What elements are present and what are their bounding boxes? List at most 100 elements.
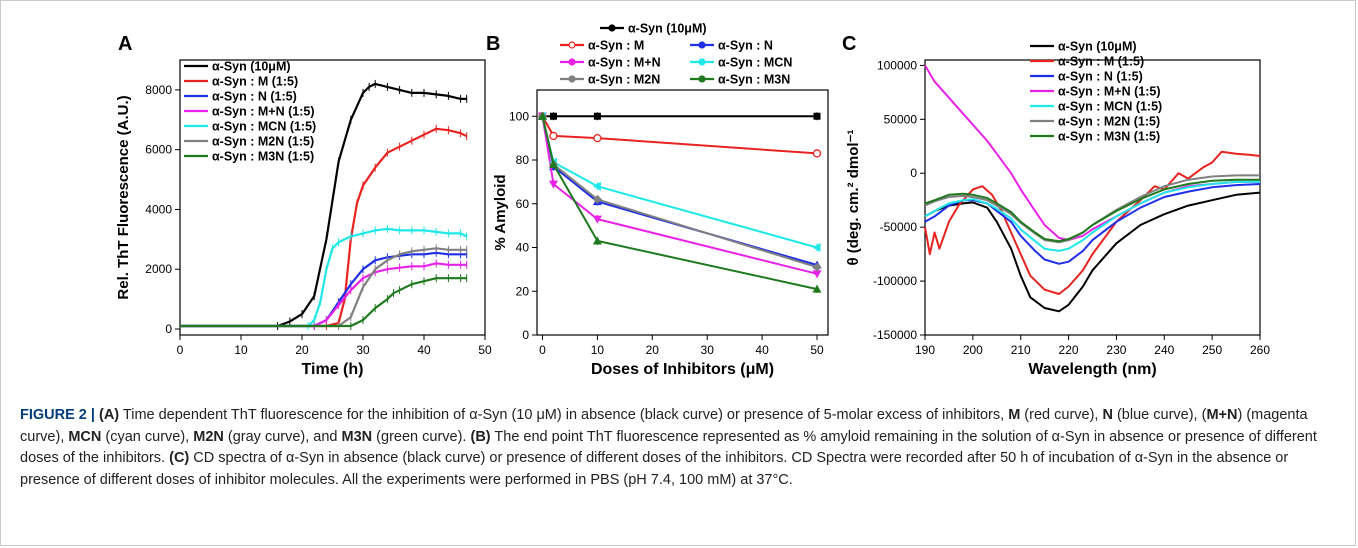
series-line (924, 174, 1260, 244)
chart-panel-a: A 0 10 20 30 40 50 0 2000 4000 6000 8000 Time (h) Rel… (115, 33, 492, 378)
legend-item: α-Syn : M3N (1:5) (184, 150, 314, 164)
legend-item: α-Syn : M+N (1:5) (184, 105, 314, 119)
legend-label: α-Syn : MCN (1:5) (212, 120, 316, 134)
legend-item: α-Syn : M (1:5) (184, 75, 298, 89)
legend-label: α-Syn : N (718, 39, 773, 53)
y-tick-label: 50000 (884, 112, 918, 126)
caption-segment: (red curve), (1020, 407, 1103, 423)
data-point (592, 215, 602, 224)
legend-label: α-Syn : M2N (588, 73, 660, 87)
x-tick-label: 50 (810, 343, 824, 357)
panel-label: B (486, 33, 500, 55)
series-1 (538, 112, 822, 158)
legend: α-Syn (10μM)α-Syn : M (1:5)α-Syn : N (1:… (184, 60, 316, 164)
panel-label: A (118, 33, 132, 55)
x-tick-label: 240 (1154, 343, 1174, 357)
caption-segment: (green curve). (372, 428, 471, 445)
data-point (549, 131, 558, 141)
legend-label: α-Syn : M3N (718, 73, 790, 87)
legend-label: α-Syn : M+N (1:5) (212, 105, 314, 119)
x-tick-label: 10 (591, 343, 605, 357)
data-point (813, 112, 821, 120)
x-tick-label: 190 (915, 343, 935, 357)
series-5 (924, 174, 1260, 244)
caption-prefix: FIGURE 2 | (20, 407, 95, 423)
legend-label: α-Syn : M3N (1:5) (1058, 130, 1160, 144)
legend-label: α-Syn : M2N (1:5) (212, 135, 314, 149)
figure-caption: FIGURE 2 | (A) Time dependent ThT fluore… (20, 405, 1338, 491)
caption-segment: (C) (169, 450, 190, 466)
y-tick-label: 0 (165, 322, 172, 336)
data-point (812, 149, 822, 158)
series-4 (924, 180, 1260, 252)
y-tick-label: 6000 (145, 143, 172, 157)
legend-label: α-Syn : MCN (1:5) (1058, 100, 1162, 114)
x-tick-label: 0 (539, 343, 546, 357)
series-line (180, 127, 468, 328)
series-5 (537, 111, 822, 272)
y-axis-label: θ (deg. cm.² dmol⁻¹ (845, 129, 862, 265)
legend-item: α-Syn (10μM) (184, 60, 291, 74)
legend-label: α-Syn : M (1:5) (1058, 55, 1144, 69)
legend-item: α-Syn : N (1:5) (1030, 70, 1143, 84)
data-point (593, 112, 601, 120)
series-2 (537, 111, 822, 269)
series-line (541, 116, 818, 266)
series-line (180, 227, 468, 328)
series-0 (180, 79, 468, 331)
y-tick-label: 0 (910, 166, 917, 180)
legend-label: α-Syn : M (588, 39, 644, 53)
data-point (592, 236, 602, 245)
series-0 (924, 191, 1261, 313)
caption-segment: (blue curve), ( (1112, 407, 1207, 423)
legend-marker (568, 75, 576, 83)
plot-frame (179, 59, 486, 336)
x-tick-label: 20 (295, 343, 309, 357)
series-line (180, 262, 467, 328)
legend-item: α-Syn : M (1:5) (1030, 55, 1144, 69)
y-tick-label: 4000 (145, 202, 172, 216)
x-tick-label: 20 (646, 343, 660, 357)
legend-label: α-Syn : M2N (1:5) (1058, 115, 1160, 129)
caption-segment: (gray curve), and (223, 428, 342, 445)
x-axis-label: Doses of Inhibitors (μM) (591, 361, 774, 378)
data-point (548, 180, 558, 189)
x-axis-label: Wavelength (nm) (1028, 361, 1156, 378)
caption-segment: N (1102, 407, 1113, 423)
caption-segment: M2N (193, 428, 224, 445)
data-point (812, 262, 822, 272)
y-tick-label: 100000 (877, 58, 917, 72)
series-0 (538, 112, 821, 121)
x-tick-label: 50 (478, 343, 492, 357)
series-line (541, 116, 818, 275)
legend-item: α-Syn (10μM) (1030, 40, 1137, 54)
data-point (593, 133, 602, 143)
legend-item: α-Syn : M2N (1:5) (184, 135, 314, 149)
y-tick-label: 80 (516, 153, 530, 167)
series-line (924, 150, 1261, 295)
x-tick-label: 30 (701, 343, 715, 357)
y-tick-label: 40 (516, 241, 530, 255)
legend-label: α-Syn : M3N (1:5) (212, 150, 314, 164)
legend-item: α-Syn (10μM) (600, 22, 707, 36)
caption-segment: MCN (68, 428, 102, 445)
legend-marker (568, 41, 576, 49)
x-tick-label: 10 (234, 343, 248, 357)
series-6 (537, 111, 822, 294)
data-point (548, 159, 558, 168)
legend-item: α-Syn : M2N (1:5) (1030, 115, 1160, 129)
legend-item: α-Syn : M+N (560, 56, 661, 70)
series-5 (180, 244, 468, 331)
legend-item: α-Syn : M3N (690, 73, 790, 87)
x-tick-label: 260 (1250, 343, 1270, 357)
data-point (549, 112, 557, 120)
y-tick-label: 60 (516, 197, 530, 211)
caption-segment: M3N (341, 428, 373, 445)
panel-label: C (842, 33, 856, 55)
x-tick-label: 210 (1011, 343, 1031, 357)
series-line (541, 116, 818, 249)
chart-panel-b: B 0 10 20 30 40 50 0 20 40 60 80 100 Doses of Inhibit… (486, 22, 829, 378)
y-tick-label: 100 (509, 109, 529, 123)
y-tick-label: -50000 (880, 220, 918, 234)
